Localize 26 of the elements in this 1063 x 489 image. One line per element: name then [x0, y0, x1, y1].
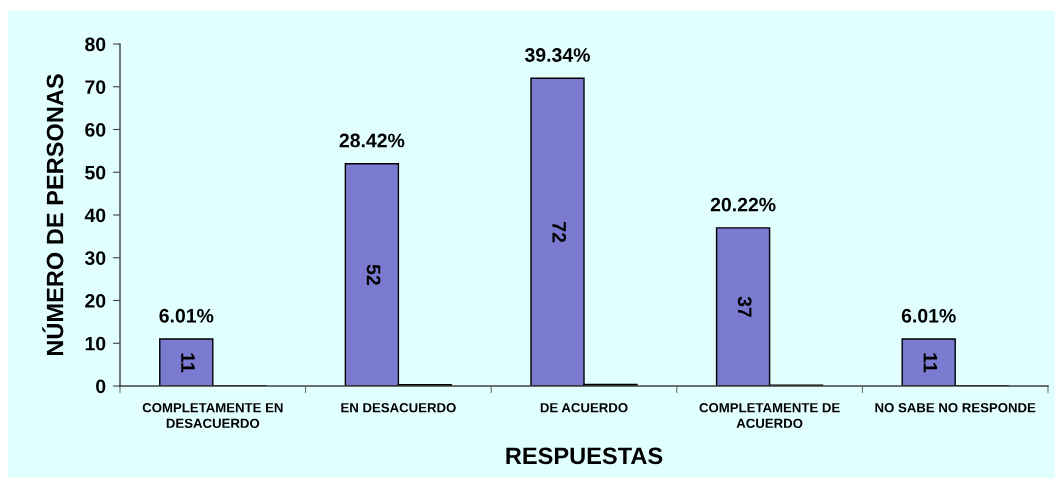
x-axis-title: RESPUESTAS: [506, 447, 663, 465]
x-tick-label: COMPLETAMENTE DE ACUERDO: [699, 403, 840, 428]
y-tick-label: 10: [85, 336, 106, 351]
y-tick-label: 80: [85, 37, 106, 52]
annotation: 28.42%: [339, 133, 405, 148]
annotation: 6.01%: [159, 308, 214, 323]
y-tick-label: 40: [84, 208, 106, 223]
y-tick-label: 60: [85, 122, 106, 137]
annotation: 20.22%: [710, 197, 776, 212]
y-axis-title: NÚMERO DE PERSONAS: [42, 74, 64, 356]
y-tick-label: 50: [85, 165, 106, 180]
data-label: 52: [366, 264, 381, 285]
x-tick-label: EN DESACUERDO: [341, 403, 456, 413]
data-label: 11: [181, 353, 195, 373]
x-tick-label: COMPLETAMENTE EN DESACUERDO: [142, 403, 283, 428]
x-tick-label: NO SABE NO RESPONDE: [875, 403, 1036, 413]
y-tick-label: 20: [85, 293, 106, 308]
annotation: 6.01%: [901, 308, 956, 323]
y-tick-label: 0: [96, 379, 106, 394]
annotation: 39.34%: [524, 48, 590, 62]
data-label: 37: [737, 296, 752, 317]
data-label: 72: [552, 222, 567, 243]
x-tick-label: DE ACUERDO: [540, 403, 628, 413]
y-tick-label: 30: [84, 251, 106, 266]
data-label: 11: [923, 353, 938, 373]
y-tick-label: 70: [85, 80, 106, 94]
